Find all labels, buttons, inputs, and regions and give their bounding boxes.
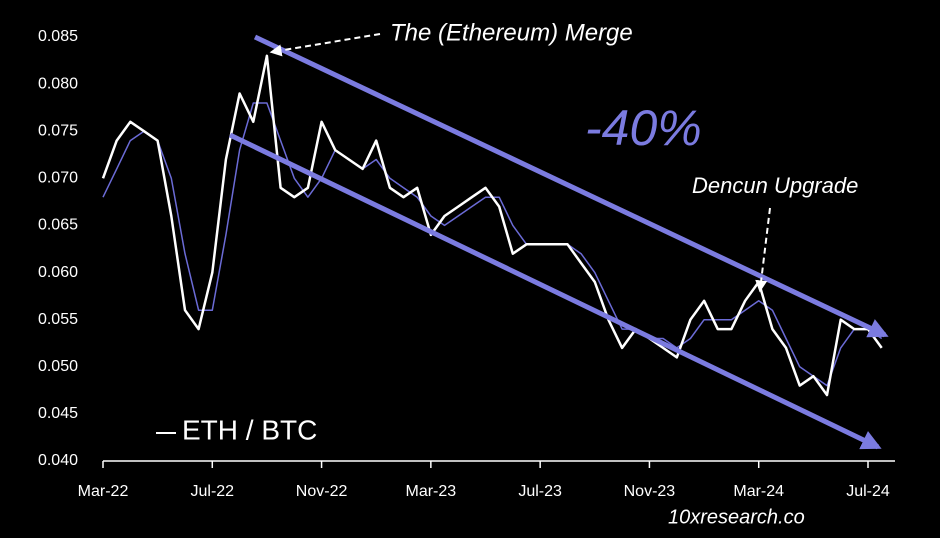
y-tick-label: 0.070 bbox=[38, 170, 78, 187]
y-tick-label: 0.080 bbox=[38, 75, 78, 92]
channel-lower bbox=[228, 132, 882, 450]
y-tick-label: 0.060 bbox=[38, 264, 78, 281]
y-tick-label: 0.075 bbox=[38, 122, 78, 139]
x-tick-label: Mar-24 bbox=[733, 483, 784, 500]
y-tick-label: 0.065 bbox=[38, 217, 78, 234]
annotation-merge: The (Ethereum) Merge bbox=[390, 19, 633, 46]
x-tick-label: Jul-23 bbox=[518, 483, 562, 500]
annotation-dencun: Dencun Upgrade bbox=[692, 173, 858, 198]
plot-area: 0.040 0.045 0.050 0.055 0.060 0.065 0.070 0.075… bbox=[38, 28, 895, 500]
x-tick-label: Nov-23 bbox=[624, 483, 676, 500]
y-tick-label: 0.045 bbox=[38, 405, 78, 422]
y-tick-label: 0.085 bbox=[38, 28, 78, 45]
x-tick-label: Jul-22 bbox=[190, 483, 234, 500]
price-line bbox=[101, 54, 883, 397]
y-tick-label: 0.055 bbox=[38, 311, 78, 328]
x-tick-label: Mar-23 bbox=[406, 483, 457, 500]
dencun-arrow bbox=[755, 207, 771, 293]
x-tick-label: Nov-22 bbox=[296, 483, 348, 500]
y-tick-label: 0.050 bbox=[38, 358, 78, 375]
x-tick-label: Jul-24 bbox=[846, 483, 890, 500]
merge-arrow bbox=[269, 33, 381, 57]
watermark: 10xresearch.co bbox=[668, 506, 805, 528]
annotation-change: -40% bbox=[585, 100, 702, 156]
average-line bbox=[102, 102, 883, 387]
channel-upper bbox=[253, 34, 889, 338]
legend-label: ETH / BTC bbox=[182, 414, 317, 445]
y-tick-label: 0.040 bbox=[38, 452, 78, 469]
x-tick-label: Mar-22 bbox=[78, 483, 129, 500]
